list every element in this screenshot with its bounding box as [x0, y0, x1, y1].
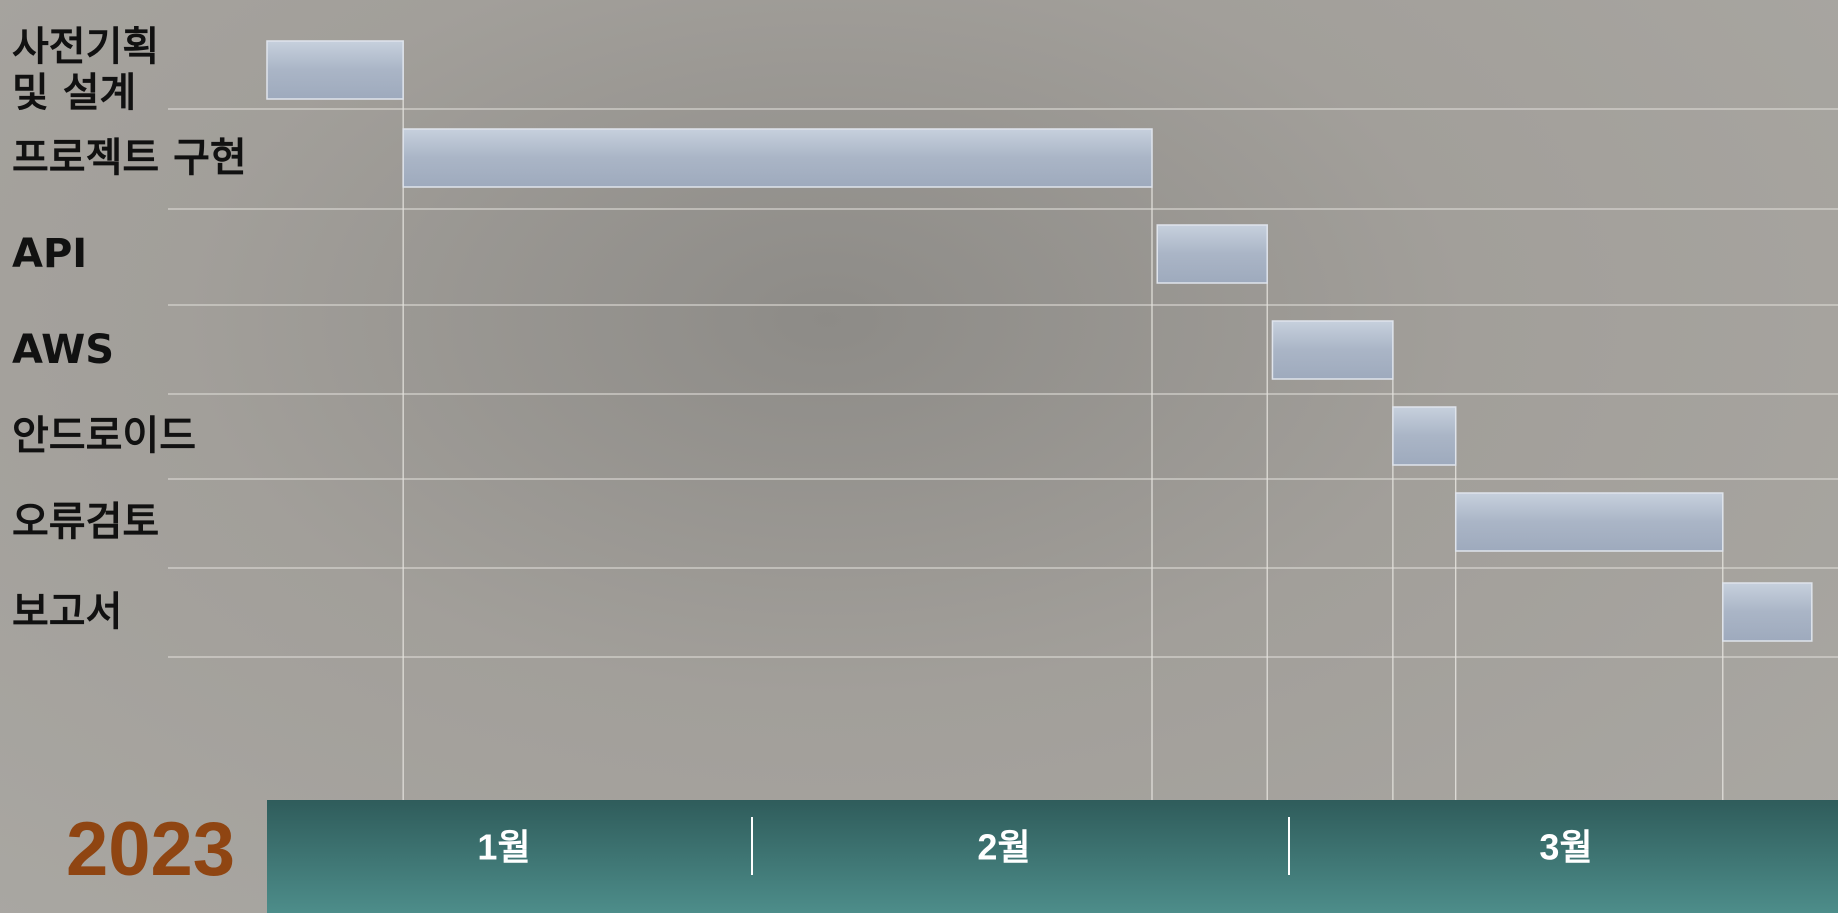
task-bar: [1157, 225, 1267, 283]
task-label: API: [12, 231, 87, 277]
task-label: 프로젝트 구현: [12, 135, 247, 181]
task-bar: [1723, 583, 1812, 641]
month-label: 3월: [1539, 827, 1592, 868]
task-label: AWS: [12, 327, 114, 373]
task-label: 안드로이드: [12, 413, 196, 459]
task-bar: [1456, 493, 1723, 551]
task-bar: [1272, 321, 1392, 379]
task-label: 사전기획 및 설계: [12, 24, 159, 116]
task-bar: [403, 129, 1152, 187]
task-label: 보고서: [12, 589, 122, 635]
task-label: 오류검토: [12, 499, 159, 545]
chart: 1월 2월 3월: [0, 0, 1838, 913]
slide: 1월 2월 3월 2023 사전기획 및 설계프로젝트 구현 API AWS 안드로이드오…: [0, 0, 1838, 913]
task-bar: [267, 41, 403, 99]
task-bar: [1393, 407, 1456, 465]
month-label: 1월: [477, 827, 530, 868]
month-label: 2월: [977, 827, 1030, 868]
year: 2023: [66, 806, 235, 893]
